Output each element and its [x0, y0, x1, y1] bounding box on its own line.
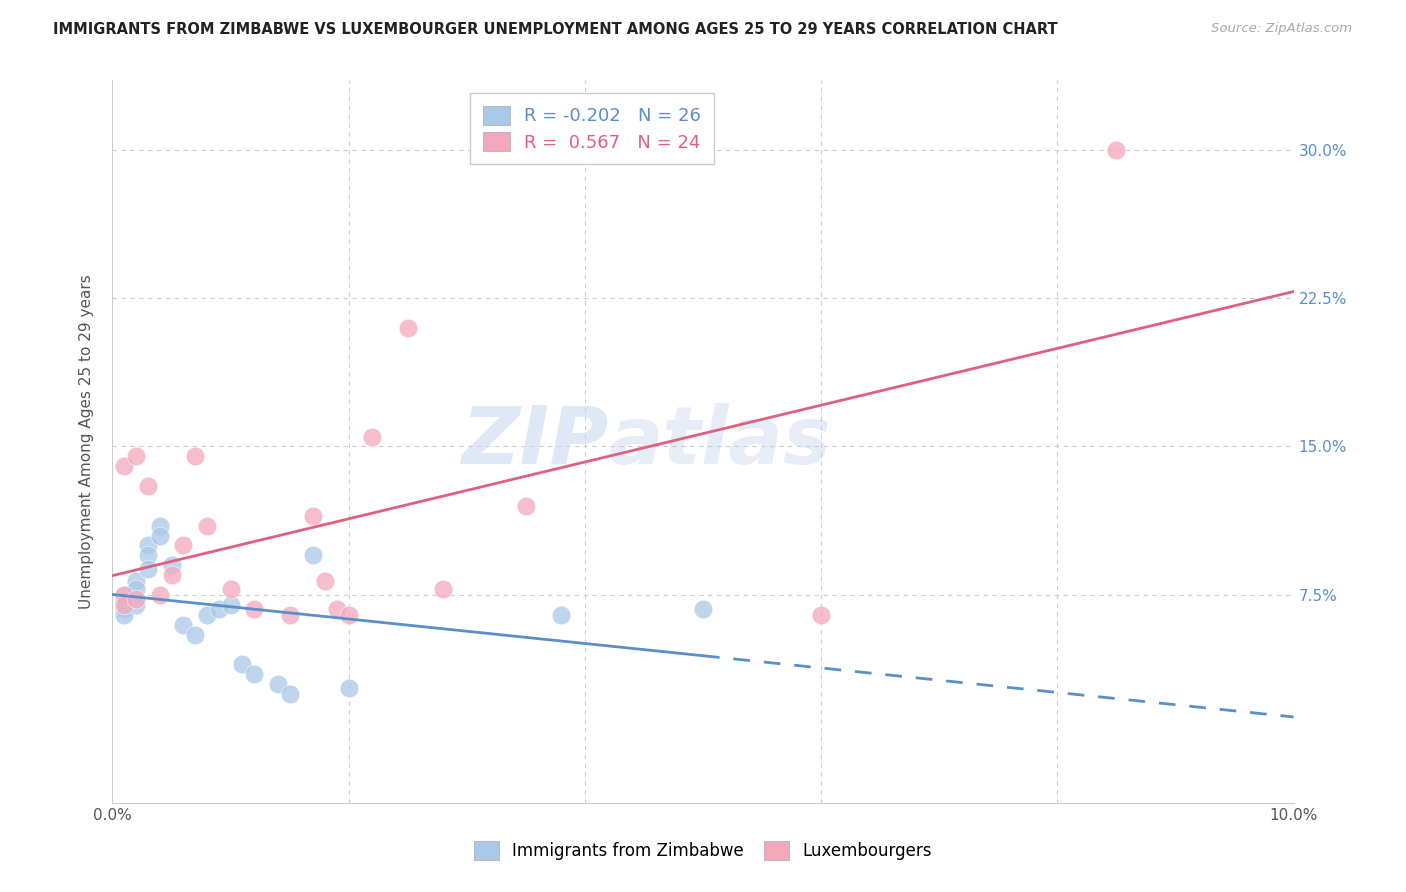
Text: ZIP: ZIP: [461, 402, 609, 481]
Point: [125, 450, 148, 464]
Point: [515, 499, 537, 513]
Point: [172, 617, 194, 632]
Point: [112, 459, 135, 474]
Point: [302, 549, 325, 563]
Point: [550, 607, 572, 622]
Point: [278, 607, 301, 622]
Point: [195, 607, 218, 622]
Point: [136, 549, 159, 563]
Point: [112, 588, 135, 602]
Point: [267, 677, 290, 691]
Text: atlas: atlas: [609, 402, 831, 481]
Point: [149, 518, 172, 533]
Point: [243, 602, 266, 616]
Point: [112, 607, 135, 622]
Point: [337, 681, 360, 695]
Point: [396, 320, 419, 334]
Point: [243, 667, 266, 681]
Point: [112, 588, 135, 602]
Point: [1105, 143, 1128, 157]
Point: [149, 528, 172, 542]
Point: [149, 588, 172, 602]
Point: [361, 429, 384, 443]
Point: [219, 582, 242, 596]
Point: [112, 598, 135, 612]
Legend: Immigrants from Zimbabwe, Luxembourgers: Immigrants from Zimbabwe, Luxembourgers: [467, 835, 939, 867]
Point: [326, 602, 349, 616]
Point: [184, 627, 207, 641]
Point: [125, 591, 148, 606]
Point: [125, 598, 148, 612]
Point: [160, 568, 183, 582]
Point: [278, 687, 301, 701]
Point: [219, 598, 242, 612]
Point: [125, 574, 148, 588]
Point: [136, 479, 159, 493]
Point: [112, 602, 135, 616]
Text: IMMIGRANTS FROM ZIMBABWE VS LUXEMBOURGER UNEMPLOYMENT AMONG AGES 25 TO 29 YEARS : IMMIGRANTS FROM ZIMBABWE VS LUXEMBOURGER…: [53, 22, 1059, 37]
Point: [337, 607, 360, 622]
Point: [125, 582, 148, 596]
Point: [810, 607, 832, 622]
Point: [184, 450, 207, 464]
Point: [160, 558, 183, 573]
Text: Source: ZipAtlas.com: Source: ZipAtlas.com: [1212, 22, 1353, 36]
Point: [692, 602, 714, 616]
Point: [302, 508, 325, 523]
Point: [432, 582, 454, 596]
Point: [195, 518, 218, 533]
Point: [231, 657, 253, 672]
Point: [314, 574, 336, 588]
Y-axis label: Unemployment Among Ages 25 to 29 years: Unemployment Among Ages 25 to 29 years: [79, 274, 94, 609]
Point: [172, 539, 194, 553]
Point: [136, 562, 159, 576]
Point: [208, 602, 231, 616]
Point: [136, 539, 159, 553]
Point: [112, 594, 135, 608]
